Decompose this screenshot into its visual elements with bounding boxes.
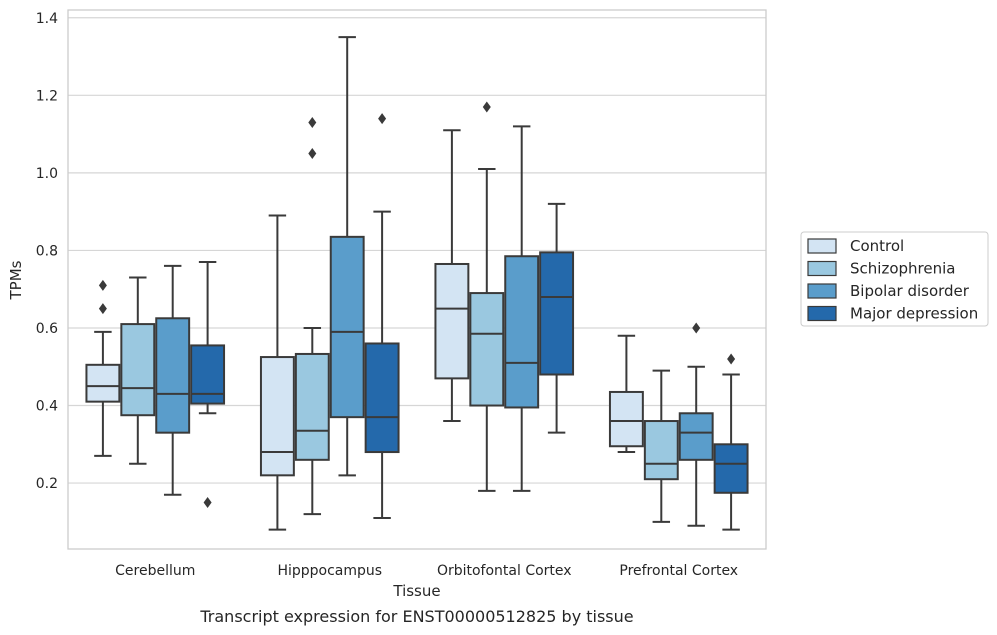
box-iqr bbox=[608, 390, 644, 448]
y-tick-label: 1.2 bbox=[36, 88, 58, 104]
box-iqr bbox=[504, 255, 540, 409]
outlier-point bbox=[98, 303, 107, 315]
outlier-point bbox=[98, 279, 107, 291]
y-tick-label: 0.4 bbox=[36, 399, 58, 415]
y-tick-label: 1.0 bbox=[36, 166, 58, 182]
box-group bbox=[643, 369, 679, 523]
x-tick-label: Hipppocampus bbox=[277, 563, 382, 579]
box-iqr bbox=[539, 251, 575, 376]
legend-label: Major depression bbox=[850, 305, 978, 323]
box-iqr bbox=[643, 420, 679, 481]
y-tick-labels: 0.2 0.4 0.6 0.8 1.0 1.2 1.4 bbox=[36, 11, 58, 492]
outlier-point bbox=[308, 147, 317, 159]
x-tick-label: Cerebellum bbox=[115, 563, 195, 579]
x-tick-label: Prefrontal Cortex bbox=[619, 563, 738, 579]
outlier-point bbox=[482, 101, 491, 113]
chart-caption: Transcript expression for ENST0000051282… bbox=[199, 607, 633, 626]
legend-label: Control bbox=[850, 237, 904, 255]
box-iqr bbox=[678, 412, 714, 461]
plot-frame bbox=[67, 9, 767, 550]
x-axis-title: Tissue bbox=[392, 582, 440, 600]
y-tick-label: 0.2 bbox=[36, 476, 58, 492]
outlier-point bbox=[378, 113, 387, 125]
box-group bbox=[120, 276, 156, 465]
box-group bbox=[608, 334, 644, 454]
box-plots bbox=[85, 36, 749, 531]
x-tick-label: Orbitofontal Cortex bbox=[437, 563, 572, 579]
legend-swatch bbox=[807, 283, 837, 299]
box-group bbox=[329, 36, 365, 477]
box-group bbox=[713, 353, 749, 531]
box-iqr bbox=[469, 292, 505, 407]
legend-label: Bipolar disorder bbox=[850, 282, 970, 300]
x-tick-labels: Cerebellum Hipppocampus Orbitofontal Corte… bbox=[115, 563, 738, 579]
outlier-point bbox=[727, 353, 736, 365]
outlier-point bbox=[203, 496, 212, 508]
box-group bbox=[190, 261, 226, 508]
box-group bbox=[469, 101, 505, 492]
legend-swatch bbox=[807, 260, 837, 277]
legend-frame bbox=[800, 231, 989, 327]
box-iqr bbox=[120, 323, 156, 417]
box-group bbox=[678, 322, 714, 527]
y-tick-label: 0.6 bbox=[36, 321, 58, 337]
box-iqr bbox=[155, 317, 191, 434]
box-group bbox=[364, 113, 400, 519]
box-group bbox=[539, 202, 575, 434]
box-iqr bbox=[434, 262, 470, 380]
box-iqr bbox=[85, 363, 121, 403]
box-group bbox=[259, 214, 295, 531]
legend: Control Schizophrenia Bipolar disorder Majo… bbox=[800, 231, 989, 327]
box-group bbox=[504, 125, 540, 492]
outlier-point bbox=[308, 116, 317, 128]
box-iqr bbox=[713, 443, 749, 494]
y-tick-label: 1.4 bbox=[36, 11, 58, 27]
box-iqr bbox=[294, 352, 330, 461]
legend-swatch bbox=[807, 238, 837, 254]
box-iqr bbox=[329, 235, 365, 419]
legend-swatch bbox=[807, 305, 837, 322]
y-tick-label: 0.8 bbox=[36, 243, 58, 259]
legend-label: Schizophrenia bbox=[850, 260, 955, 278]
box-group bbox=[155, 264, 191, 496]
box-group bbox=[85, 279, 121, 457]
box-group bbox=[434, 129, 470, 423]
box-iqr bbox=[364, 342, 400, 454]
outlier-point bbox=[692, 322, 701, 334]
box-iqr bbox=[259, 356, 295, 477]
box-group bbox=[294, 116, 330, 516]
y-axis-title: TPMs bbox=[7, 260, 25, 300]
